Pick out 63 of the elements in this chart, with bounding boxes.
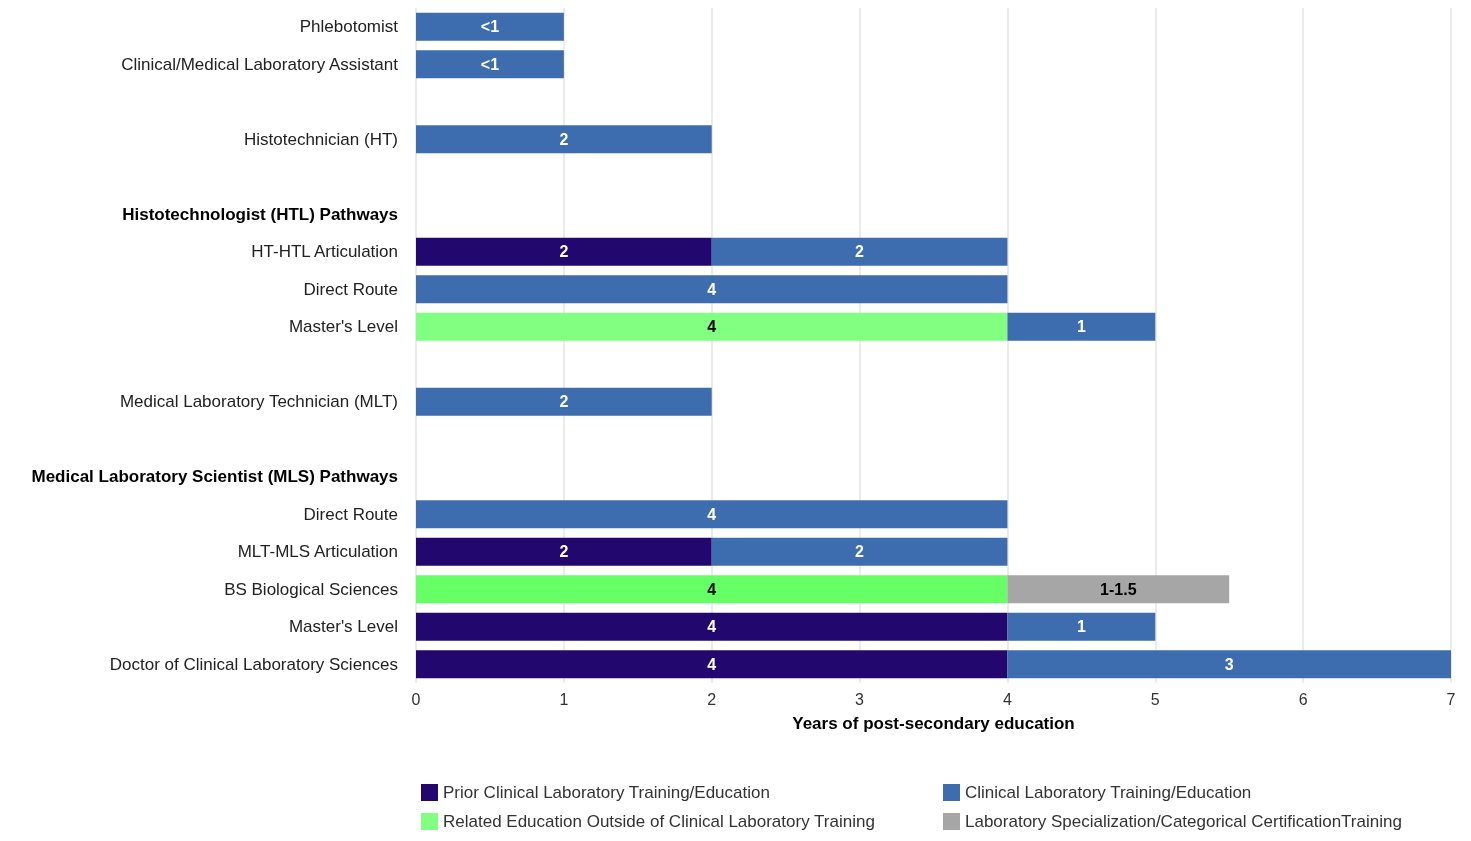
bar [416, 575, 1008, 604]
data-label: 4 [707, 505, 717, 523]
x-axis-title: Years of post-secondary education [792, 714, 1075, 733]
data-label: 2 [559, 130, 569, 148]
y-tick-label: HT-HTL Articulation [251, 242, 398, 262]
y-tick-label: Histotechnologist (HTL) Pathways [122, 204, 398, 224]
x-tick-label: 7 [1446, 690, 1456, 708]
data-label: 2 [855, 543, 865, 561]
legend-label: Prior Clinical Laboratory Training/Education [443, 783, 770, 802]
y-tick-label: Clinical/Medical Laboratory Assistant [121, 54, 399, 74]
bar [711, 537, 1008, 566]
bar [1007, 312, 1156, 341]
bar [711, 237, 1008, 266]
data-label: 1 [1076, 618, 1086, 636]
data-label: 4 [707, 318, 717, 336]
bar [416, 612, 1008, 641]
bar [416, 237, 712, 266]
legend-label: Clinical Laboratory Training/Education [965, 783, 1252, 802]
y-tick-label: Medical Laboratory Scientist (MLS) Pathways [31, 467, 398, 487]
y-tick-label: Doctor of Clinical Laboratory Sciences [109, 654, 398, 674]
bar [416, 312, 1008, 341]
bar [416, 50, 564, 79]
x-tick-label: 2 [707, 690, 717, 708]
data-label: <1 [480, 55, 500, 73]
data-label: 4 [707, 655, 717, 673]
data-label: 2 [855, 243, 865, 261]
data-label: 2 [559, 243, 569, 261]
x-tick-label: 6 [1298, 690, 1308, 708]
data-label: 2 [559, 543, 569, 561]
y-tick-label: Master's Level [288, 317, 398, 337]
data-label: 3 [1224, 655, 1234, 673]
y-tick-label: BS Biological Sciences [224, 579, 398, 599]
bar [1007, 575, 1230, 604]
bar [416, 537, 712, 566]
legend-label: Related Education Outside of Clinical Laboratory Training [443, 812, 875, 831]
x-tick-label: 5 [1150, 690, 1160, 708]
bar [416, 275, 1008, 304]
data-label: 4 [707, 280, 717, 298]
bar [416, 12, 564, 41]
bar [1007, 612, 1156, 641]
x-tick-label: 3 [855, 690, 865, 708]
data-label: 4 [707, 580, 717, 598]
data-label: 2 [559, 393, 569, 411]
y-tick-label: MLT-MLS Articulation [237, 542, 398, 562]
data-label: 1 [1076, 318, 1086, 336]
x-tick-label: 1 [559, 690, 569, 708]
y-tick-label: Direct Route [303, 504, 398, 524]
data-label: 1-1.5 [1100, 580, 1137, 598]
y-tick-label: Direct Route [303, 279, 398, 299]
x-tick-label: 0 [411, 690, 421, 708]
y-tick-label: Master's Level [288, 617, 398, 637]
data-label: 4 [707, 618, 717, 636]
data-label: <1 [480, 18, 500, 36]
y-tick-label: Histotechnician (HT) [244, 129, 398, 149]
bar [416, 500, 1008, 529]
bar [1007, 650, 1451, 679]
x-tick-label: 4 [1002, 690, 1012, 708]
legend-label: Laboratory Specialization/Categorical CertificationTraining [965, 812, 1402, 831]
y-tick-label: Phlebotomist [299, 17, 399, 37]
y-tick-label: Medical Laboratory Technician (MLT) [119, 392, 398, 412]
bar [416, 387, 712, 416]
bar [416, 650, 1008, 679]
bar [416, 125, 712, 154]
